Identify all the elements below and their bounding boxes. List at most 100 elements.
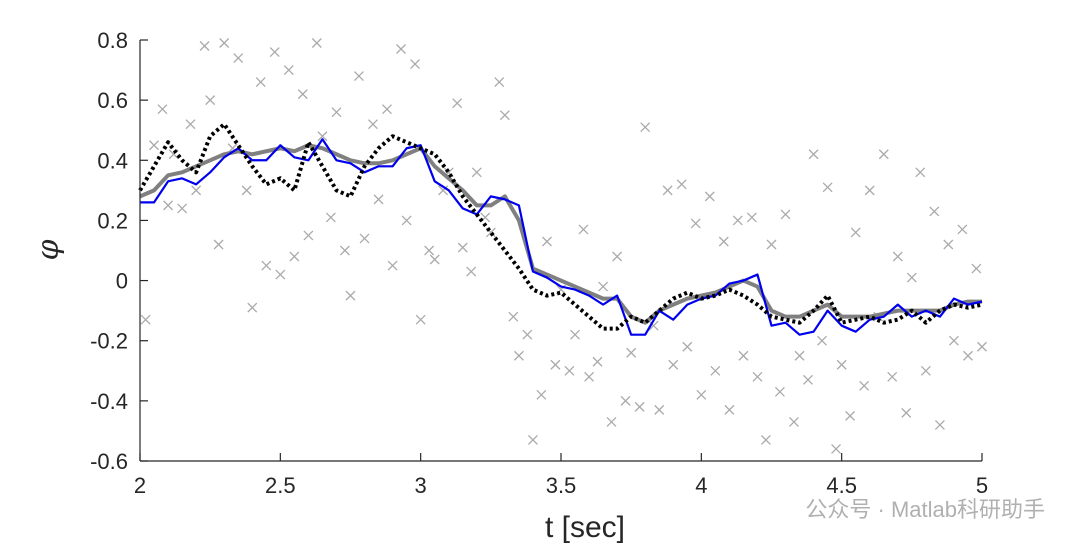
plot-background [140, 40, 982, 461]
y-tick-label: -0.2 [90, 329, 128, 354]
data-point [513, 350, 524, 361]
data-point [704, 191, 715, 202]
data-point [213, 239, 224, 250]
series-line [140, 138, 983, 336]
data-point [429, 254, 440, 265]
data-point [887, 371, 898, 382]
data-point [578, 224, 589, 235]
data-point [570, 329, 580, 340]
data-point [864, 185, 875, 196]
x-tick-label: 2 [134, 473, 146, 498]
data-point [410, 59, 421, 70]
x-tick-label: 3 [415, 473, 427, 498]
data-point [612, 251, 623, 262]
data-point [634, 401, 645, 412]
data-point [205, 95, 216, 106]
x-tick-label: 2.5 [265, 473, 296, 498]
data-point [738, 350, 749, 361]
data-point [471, 167, 482, 178]
data-point [149, 140, 159, 151]
x-tick-label: 4 [695, 473, 707, 498]
data-point [906, 272, 917, 283]
y-tick-label: 0 [116, 269, 128, 294]
data-point [261, 260, 272, 271]
y-tick-label: -0.4 [90, 389, 128, 414]
data-point [668, 359, 679, 370]
data-point [780, 209, 791, 220]
data-point [367, 119, 378, 130]
data-point [878, 149, 889, 160]
x-tick-label: 4.5 [826, 473, 857, 498]
data-point [662, 185, 673, 196]
data-point [696, 389, 707, 400]
data-point [920, 365, 931, 376]
data-point [808, 149, 819, 160]
data-point [929, 206, 940, 217]
data-point [157, 104, 168, 115]
data-point [934, 419, 945, 430]
data-point [564, 365, 575, 376]
y-axis-label: φ [31, 239, 66, 260]
data-point [185, 119, 196, 130]
data-point [396, 44, 406, 54]
data-point [676, 179, 687, 190]
data-point [522, 329, 533, 340]
data-point [283, 65, 294, 76]
data-point [373, 194, 384, 205]
data-point [499, 110, 510, 121]
data-point [255, 77, 266, 88]
data-point [424, 245, 435, 256]
data-point [682, 341, 693, 352]
data-point [191, 185, 202, 196]
data-point [289, 251, 300, 262]
x-axis-label: t [sec] [545, 511, 625, 544]
y-tick-label: 0.8 [97, 28, 128, 53]
data-point [199, 41, 210, 51]
data-point [752, 371, 763, 382]
data-point [536, 389, 547, 400]
data-point [901, 407, 912, 418]
data-point [817, 335, 827, 346]
data-point [452, 98, 463, 109]
data-point [550, 359, 561, 370]
data-point [311, 38, 322, 48]
data-point [654, 404, 665, 415]
data-point [803, 374, 813, 385]
data-point [466, 266, 477, 277]
data-point [943, 239, 954, 250]
data-point [766, 239, 777, 250]
data-point [598, 281, 609, 292]
data-point [415, 314, 426, 325]
data-point [620, 395, 631, 406]
data-point [774, 386, 785, 397]
data-point [746, 212, 757, 223]
data-point [836, 359, 847, 370]
data-point [331, 107, 342, 118]
data-point [508, 311, 519, 322]
data-point [648, 320, 659, 331]
data-point [971, 263, 982, 274]
data-point [760, 434, 771, 445]
data-point [718, 236, 729, 247]
data-point [794, 350, 805, 361]
data-point [957, 224, 968, 235]
data-point [710, 365, 721, 376]
data-point [297, 89, 308, 100]
data-point [690, 218, 701, 229]
data-point [606, 416, 617, 427]
data-point [640, 122, 651, 133]
data-point [382, 104, 392, 115]
watermark: 公众号 · Matlab科研助手 [805, 497, 1045, 522]
data-point [457, 242, 468, 253]
data-point [822, 182, 833, 193]
data-point [592, 356, 603, 367]
data-point [724, 404, 735, 415]
data-point [219, 38, 230, 48]
y-tick-label: 0.4 [97, 148, 128, 173]
data-point [850, 227, 861, 238]
data-point [845, 410, 856, 421]
y-tick-label: 0.6 [97, 88, 128, 113]
data-point [387, 260, 398, 271]
data-point [527, 434, 538, 445]
